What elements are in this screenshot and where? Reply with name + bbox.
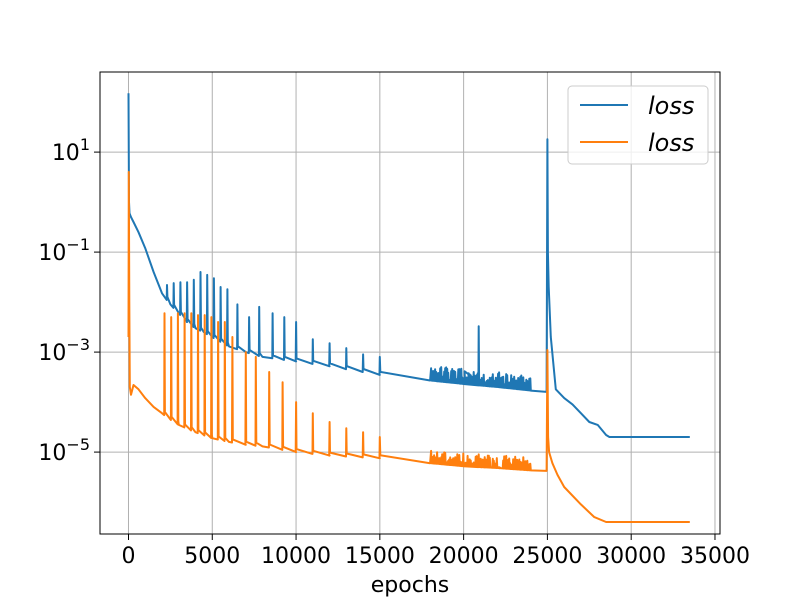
x-tick-label: 35000 <box>680 544 750 569</box>
legend: loss loss <box>567 85 709 165</box>
x-tick-label: 5000 <box>184 544 240 569</box>
y-tick-label: 10−3 <box>38 335 90 366</box>
x-tick-label: 10000 <box>261 544 331 569</box>
x-axis-label: epochs <box>371 573 449 598</box>
legend-label-0: loss <box>648 92 694 120</box>
series-layer <box>127 93 690 523</box>
x-tick-label: 25000 <box>512 544 582 569</box>
x-tick-label: 15000 <box>345 544 415 569</box>
x-tick-label: 0 <box>121 544 135 569</box>
legend-label-1: loss <box>648 129 694 157</box>
x-tick-label: 20000 <box>429 544 499 569</box>
plot-frame <box>99 71 721 535</box>
x-axis: 0 5000 10000 15000 20000 25000 30000 35000 <box>121 534 750 569</box>
series-line-1 <box>127 171 690 523</box>
x-tick-label: 30000 <box>596 544 666 569</box>
y-tick-label: 101 <box>52 135 90 166</box>
y-tick-label: 10−5 <box>38 435 90 466</box>
y-tick-label: 10−1 <box>38 235 90 266</box>
series-line-0 <box>127 93 690 438</box>
y-axis: 101 10−1 10−3 10−5 <box>38 135 100 466</box>
